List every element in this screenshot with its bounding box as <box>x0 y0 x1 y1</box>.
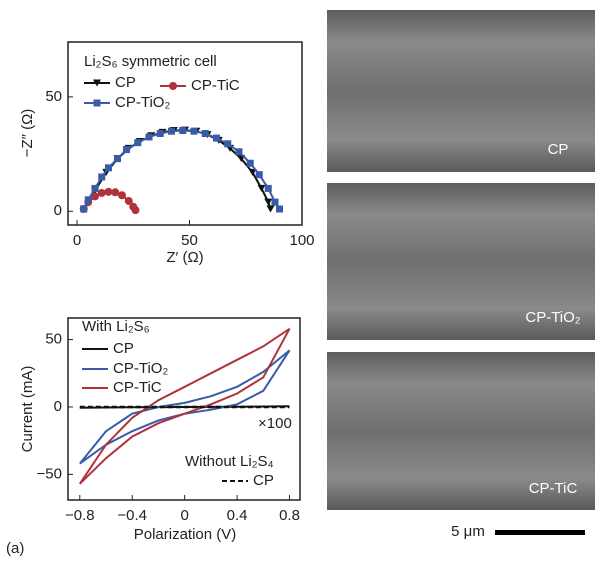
x-tick-label: 0.4 <box>227 507 248 524</box>
marker <box>169 82 177 90</box>
image-label: CP-TiC <box>529 480 578 497</box>
marker <box>91 192 99 201</box>
legend-label: CP <box>253 472 274 489</box>
marker <box>190 127 198 135</box>
y-axis-label: −Z″ (Ω) <box>19 109 36 158</box>
panel-label: (a) <box>6 540 24 557</box>
marker <box>111 188 120 197</box>
x-axis-label: Polarization (V) <box>134 526 237 543</box>
marker <box>145 133 153 141</box>
marker <box>276 205 283 213</box>
sem-panel: CP CP-TiO₂ CP-TiC 5 μm <box>327 10 595 540</box>
scale-bar-label: 5 μm <box>451 523 485 540</box>
annotation: ×100 <box>258 415 292 432</box>
legend-label: CP-TiC <box>191 77 240 94</box>
series-line <box>79 349 291 465</box>
marker <box>257 184 266 192</box>
sem-image <box>327 183 595 340</box>
x-tick-label: 100 <box>289 232 314 249</box>
marker <box>156 130 164 137</box>
marker <box>123 146 130 154</box>
marker <box>266 205 275 213</box>
x-tick-label: 0 <box>73 232 81 249</box>
y-axis-label: Current (mA) <box>19 366 36 453</box>
marker <box>80 205 88 213</box>
marker <box>131 206 140 215</box>
x-tick-label: −0.4 <box>117 507 147 524</box>
marker <box>213 134 220 142</box>
x-axis-label: Z′ (Ω) <box>166 249 203 266</box>
series-line <box>82 129 281 210</box>
marker <box>179 127 187 135</box>
marker <box>84 196 92 204</box>
legend-label: CP-TiC <box>113 379 162 396</box>
scale-bar <box>495 530 585 535</box>
legend-label: CP <box>113 340 134 357</box>
marker <box>104 187 113 196</box>
marker <box>224 140 232 148</box>
marker <box>264 198 273 206</box>
marker <box>114 155 121 163</box>
legend-title: Li₂S₆ symmetric cell <box>84 53 217 70</box>
marker <box>134 139 142 147</box>
marker <box>97 188 106 197</box>
marker <box>271 198 279 206</box>
y-tick-label: 0 <box>54 202 62 219</box>
legend-label: CP <box>115 74 136 91</box>
x-tick-label: 0.8 <box>279 507 300 524</box>
sem-image <box>327 10 595 172</box>
marker <box>264 184 272 192</box>
series-line <box>78 327 291 485</box>
x-tick-label: 0 <box>180 507 188 524</box>
marker <box>255 171 263 179</box>
legend-title: Without Li₂S₄ <box>185 453 274 470</box>
marker <box>93 99 101 107</box>
marker <box>124 196 133 205</box>
x-tick-label: 50 <box>181 232 198 249</box>
marker <box>118 191 126 200</box>
image-label: CP <box>548 141 569 158</box>
marker <box>98 173 106 181</box>
legend-label: CP-TiO₂ <box>115 94 170 111</box>
y-tick-label: −50 <box>37 465 62 482</box>
y-tick-label: 50 <box>45 88 62 105</box>
marker <box>201 130 209 137</box>
marker <box>235 148 243 156</box>
plot-frame <box>67 317 301 501</box>
marker <box>91 184 99 192</box>
y-tick-label: 50 <box>45 331 62 348</box>
sem-image <box>327 352 595 510</box>
x-tick-label: −0.8 <box>65 507 95 524</box>
image-label: CP-TiO₂ <box>525 309 580 326</box>
marker <box>248 168 257 176</box>
plot-frame <box>67 41 303 226</box>
legend-title: With Li₂S₆ <box>82 318 150 335</box>
marker <box>168 127 175 135</box>
marker <box>105 164 112 172</box>
marker <box>246 159 254 167</box>
marker <box>93 79 101 87</box>
legend-label: CP-TiO₂ <box>113 360 168 377</box>
y-tick-label: 0 <box>54 398 62 415</box>
